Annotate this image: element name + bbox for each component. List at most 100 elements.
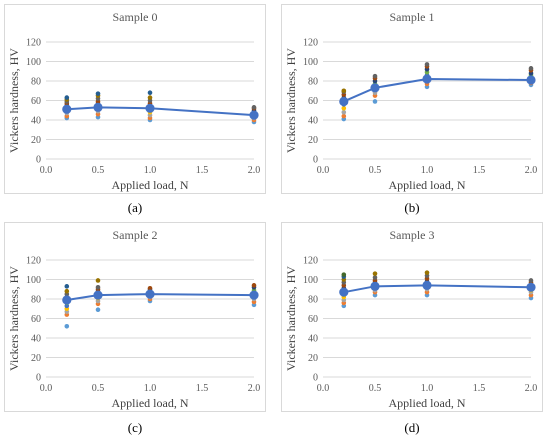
chart-title: Sample 1 [390,10,435,24]
measurement-point [64,288,70,294]
chart-panel-c: Sample 2 0 20 40 60 80 100 120 0.0 0.5 1.0 1.5 2.0 Ap… [4,222,266,412]
mean-point [422,280,432,290]
y-axis-label: Vickers hardness, HV [284,266,298,371]
mean-point [526,282,536,292]
x-tick-label: 0.5 [92,165,105,176]
panel-label-a: (a) [127,200,143,215]
y-tick-label: 80 [31,77,41,88]
x-tick-label: 2.0 [525,383,538,394]
chart-c: Sample 2 0 20 40 60 80 100 120 0.0 0.5 1.0 1.5 2.0 Ap… [4,222,266,412]
measurement-point [372,271,378,276]
measurement-point [95,307,101,313]
y-tick-label: 120 [303,38,318,49]
chart-a: Sample 0 0 20 40 60 80 100 120 0.0 0.5 1.0 1.5 2.0 Ap… [4,4,266,194]
measurement-point [341,113,347,119]
y-tick-label: 20 [31,353,41,364]
measurement-point [251,105,257,110]
measurement-point [64,95,70,100]
measurement-point [64,324,70,329]
x-tick-label: 1.0 [421,165,434,176]
y-axis-label: Vickers hardness, HV [7,266,21,371]
measurement-point [341,106,347,111]
y-tick-label: 100 [303,275,318,286]
x-tick-label: 0.5 [369,383,382,394]
chart-panel-a: Sample 0 0 20 40 60 80 100 120 0.0 0.5 1.0 1.5 2.0 Ap… [4,4,266,194]
chart-panel-b: Sample 1 0 20 40 60 80 100 120 0.0 0.5 1.0 1.5 2.0 Ap… [281,4,543,194]
chart-b: Sample 1 0 20 40 60 80 100 120 0.0 0.5 1.0 1.5 2.0 Ap… [281,4,543,194]
measurement-point [372,99,378,104]
x-axis-label: Applied load, N [112,396,189,410]
measurement-point [147,285,153,291]
x-tick-label: 1.5 [196,165,209,176]
y-axis-label: Vickers hardness, HV [284,48,298,153]
x-tick-label: 1.0 [144,165,157,176]
measurement-point [95,278,101,283]
mean-point [249,110,259,120]
mean-point [370,83,380,93]
y-tick-label: 60 [308,314,318,325]
y-tick-label: 60 [308,96,318,107]
measurement-point [424,62,430,67]
x-tick-label: 1.5 [473,165,486,176]
mean-series-line [66,293,255,301]
y-tick-label: 80 [31,295,41,306]
y-tick-label: 100 [303,57,318,68]
y-tick-label: 100 [26,275,41,286]
y-tick-label: 120 [26,256,41,267]
y-tick-label: 40 [31,116,41,127]
chart-frame [4,4,266,194]
y-tick-label: 40 [308,334,318,345]
measurement-point [341,109,347,115]
measurement-point [147,90,153,95]
y-tick-label: 40 [31,334,41,345]
measurement-point [95,91,101,96]
measurement-point [64,284,70,289]
measurement-point [372,73,378,79]
y-tick-label: 60 [31,96,41,107]
y-tick-label: 120 [303,256,318,267]
y-tick-label: 20 [31,135,41,146]
x-tick-label: 0.0 [317,165,330,176]
mean-point [339,287,349,297]
x-tick-label: 0.0 [40,165,53,176]
y-tick-label: 20 [308,353,318,364]
mean-point [62,295,72,305]
x-tick-label: 0.5 [92,383,105,394]
measurement-point [341,272,347,277]
y-tick-label: 100 [26,57,41,68]
x-tick-label: 1.0 [421,383,434,394]
x-tick-label: 0.0 [40,383,53,394]
measurement-point [251,283,257,288]
mean-point [249,290,259,300]
chart-frame [281,4,543,194]
mean-series-line [343,284,532,294]
y-tick-label: 60 [31,314,41,325]
measurement-point [528,66,534,71]
mean-series-line [66,106,255,117]
panel-label-c: (c) [127,420,143,435]
x-tick-label: 2.0 [525,165,538,176]
x-axis-label: Applied load, N [112,178,189,192]
chart-title: Sample 0 [113,10,158,24]
y-tick-label: 0 [313,155,318,166]
measurement-point [528,278,534,283]
chart-title: Sample 2 [113,228,158,242]
x-tick-label: 2.0 [248,165,261,176]
mean-point [526,75,536,85]
y-tick-label: 20 [308,135,318,146]
mean-point [339,96,349,107]
measurement-point [424,270,430,275]
measurement-point [147,95,153,100]
mean-point [62,104,72,114]
y-tick-label: 0 [313,373,318,384]
y-tick-label: 0 [36,155,41,166]
chart-frame [4,222,266,412]
x-axis-label: Applied load, N [389,396,466,410]
mean-point [370,281,380,291]
mean-point [145,289,155,299]
y-tick-label: 0 [36,373,41,384]
y-tick-label: 120 [26,38,41,49]
mean-point [145,103,155,113]
mean-point [422,74,432,84]
y-tick-label: 80 [308,77,318,88]
